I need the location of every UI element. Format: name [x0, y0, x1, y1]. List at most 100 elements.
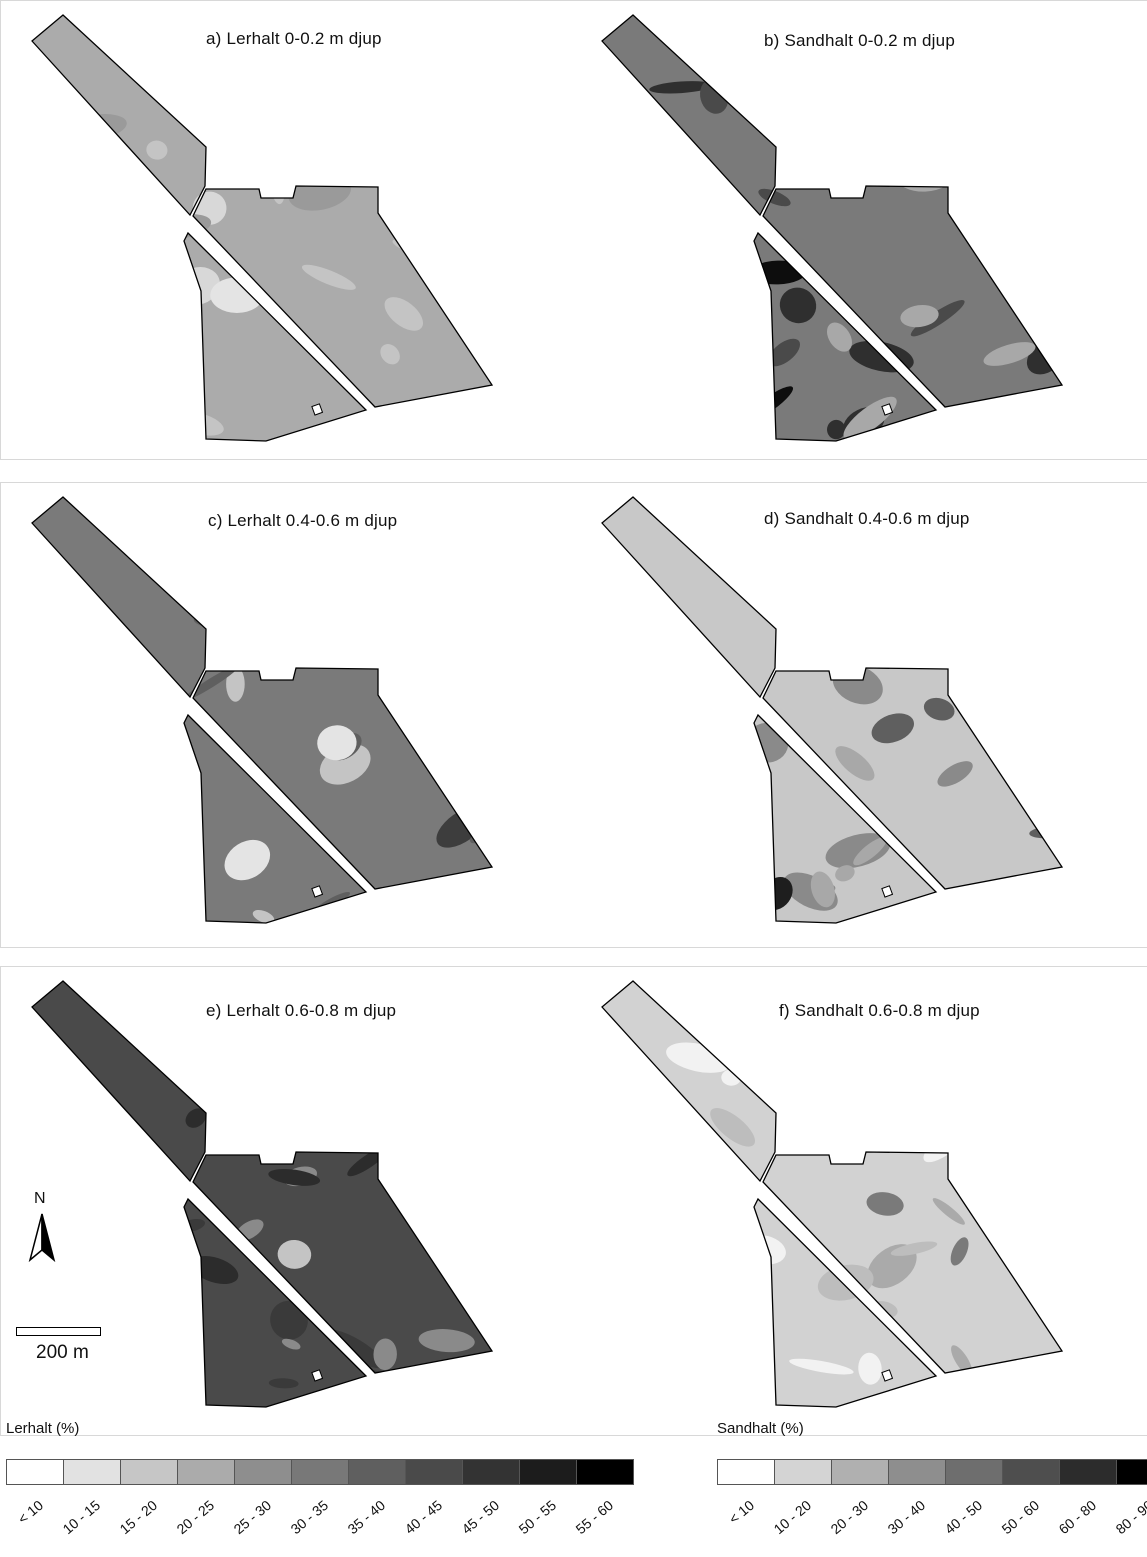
field-outline-lower: [183, 231, 368, 442]
field-fill: [602, 981, 1062, 1407]
soil-class-patch: [621, 1055, 647, 1081]
legend-class-label: < 10: [14, 1496, 47, 1527]
soil-class-patch: [649, 81, 713, 94]
legend-class-label: 80 - 90: [1112, 1496, 1147, 1538]
soil-class-patch: [105, 300, 159, 344]
soil-class-patch: [860, 571, 905, 606]
soil-class-patch: [650, 159, 705, 201]
soil-class-patch: [1044, 306, 1057, 317]
soil-class-patch: [740, 88, 780, 105]
soil-class-patch: [712, 1166, 737, 1200]
soil-class-patch: [431, 397, 449, 418]
soil-class-patch: [602, 615, 618, 637]
field-fill: [602, 15, 1062, 441]
soil-class-patch: [858, 1352, 882, 1385]
building-marker-icon: [311, 885, 324, 898]
soil-class-patch: [210, 277, 264, 314]
soil-class-patch: [380, 1132, 405, 1153]
soil-class-patch: [93, 666, 116, 700]
map-title-e: e) Lerhalt 0.6-0.8 m djup: [206, 1001, 397, 1020]
soil-class-patch: [448, 1061, 492, 1104]
map-panel-e: e) Lerhalt 0.6-0.8 m djup: [1, 967, 574, 1435]
soil-class-patch: [944, 535, 994, 575]
field-map-b: [601, 14, 1064, 442]
legend-sand-bar: [717, 1459, 1147, 1485]
field-map-d: [601, 496, 1064, 924]
scale-bar: [16, 1327, 101, 1336]
soil-class-patch: [693, 509, 736, 544]
legend-clay-bar: [6, 1459, 634, 1485]
soil-class-patch: [134, 53, 186, 76]
legend-swatch: [348, 1459, 406, 1485]
field-map-a: [31, 14, 494, 442]
map-row-3: e) Lerhalt 0.6-0.8 m djup f) Sandhalt 0.…: [0, 966, 1147, 1436]
soil-class-patch: [33, 371, 56, 407]
soil-class-patch: [965, 510, 1006, 529]
soil-class-patch: [125, 748, 164, 777]
field-outline-upper: [192, 667, 494, 890]
soil-class-patch: [640, 212, 658, 231]
field-outline-strip: [601, 496, 777, 699]
legend-swatch: [405, 1459, 463, 1485]
map-row-2: c) Lerhalt 0.4-0.6 m djup d) Sandhalt 0.…: [0, 482, 1147, 948]
soil-class-patch: [98, 1263, 112, 1279]
legend-class-label: 40 - 50: [941, 1496, 986, 1538]
soil-class-patch: [1028, 599, 1059, 631]
soil-class-patch: [384, 297, 424, 331]
soil-class-patch: [1017, 1222, 1044, 1253]
field-fill: [32, 15, 492, 441]
map-panel-d: d) Sandhalt 0.4-0.6 m djup: [571, 483, 1144, 947]
soil-class-patch: [810, 871, 835, 908]
soil-class-patch: [373, 1338, 397, 1371]
soil-class-patch: [451, 1062, 468, 1072]
soil-class-patch: [826, 322, 853, 352]
soil-class-patch: [758, 188, 791, 207]
field-outline-strip: [601, 980, 777, 1183]
north-arrow-icon: [28, 1213, 56, 1263]
soil-class-patch: [932, 1198, 965, 1225]
soil-class-patch: [103, 1311, 151, 1353]
soil-class-patch: [871, 713, 914, 744]
soil-class-patch: [75, 161, 115, 192]
field-fill: [602, 497, 1062, 923]
field-base-fill: [602, 497, 1062, 923]
legend-class-label: 15 - 20: [116, 1496, 161, 1538]
field-outline-lower: [183, 1197, 368, 1408]
soil-class-patch: [835, 1135, 860, 1146]
field-outline-upper: [762, 185, 1064, 408]
soil-class-patch: [722, 300, 739, 338]
soil-class-patch: [140, 375, 187, 407]
north-label: N: [34, 1190, 46, 1207]
soil-class-patch: [285, 1121, 301, 1134]
soil-class-patch: [1021, 1174, 1036, 1213]
soil-class-patch: [325, 627, 362, 648]
legend-class-label: 40 - 45: [401, 1496, 446, 1538]
soil-class-patch: [951, 1345, 973, 1376]
field-outline-lower: [753, 1197, 938, 1408]
map-panel-f: f) Sandhalt 0.6-0.8 m djup: [571, 967, 1144, 1435]
legend-swatch: [1059, 1459, 1117, 1485]
soil-class-patch: [666, 404, 726, 438]
soil-class-patch: [384, 558, 418, 586]
soil-class-patch: [869, 550, 891, 584]
field-outline-lower: [753, 231, 938, 442]
map-title-a: a) Lerhalt 0-0.2 m djup: [206, 29, 382, 48]
soil-class-patch: [983, 342, 1036, 366]
soil-class-patch: [146, 140, 168, 160]
field-map-e: [31, 980, 494, 1408]
map-title-c: c) Lerhalt 0.4-0.6 m djup: [208, 511, 398, 530]
soil-class-patch: [341, 1062, 364, 1097]
field-outline-strip: [31, 980, 207, 1183]
legend-swatch: [63, 1459, 121, 1485]
legend-swatch: [774, 1459, 832, 1485]
soil-class-patch: [430, 526, 484, 552]
legend-class-label: 20 - 30: [827, 1496, 872, 1538]
legend-swatch: [177, 1459, 235, 1485]
soil-class-patch: [982, 1015, 1039, 1051]
legend-class-label: 20 - 25: [173, 1496, 218, 1538]
soil-class-patch: [94, 789, 142, 823]
soil-class-patch: [1035, 106, 1062, 129]
map-title-d: d) Sandhalt 0.4-0.6 m djup: [764, 509, 970, 528]
legend-swatch: [120, 1459, 178, 1485]
soil-class-patch: [753, 551, 801, 569]
